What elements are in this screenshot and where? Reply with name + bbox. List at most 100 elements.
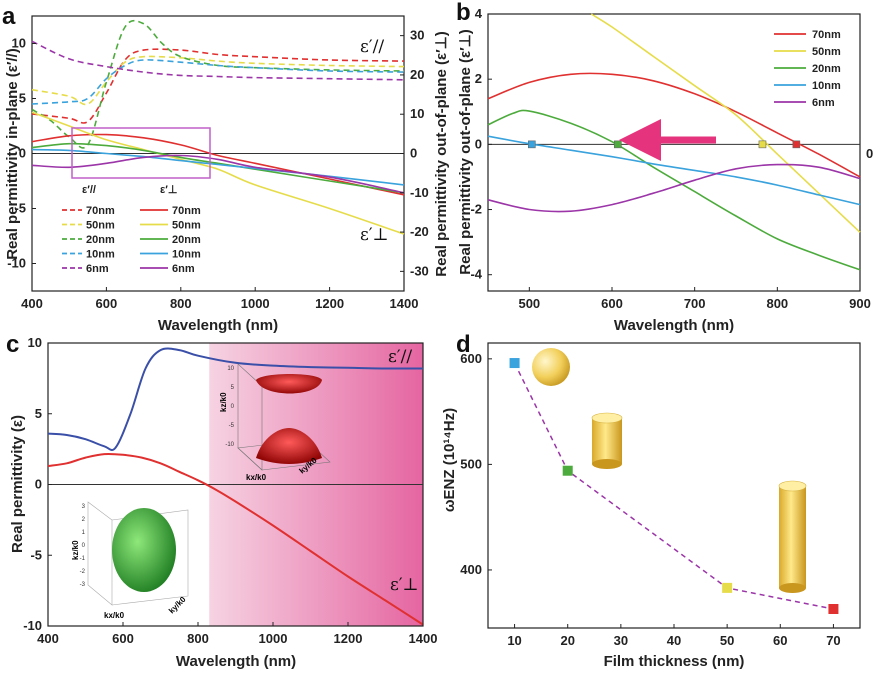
panel-c-series-line (47, 452, 424, 626)
panel-c-ytick-label: 10 (28, 335, 42, 350)
panel-b-series-line (590, 13, 861, 233)
panel-d-xtick-label: 70 (826, 633, 840, 648)
panel-b-label: b (456, 0, 471, 26)
panel-a-xtick-label: 600 (96, 296, 118, 311)
panel-a-series-line (31, 154, 405, 194)
panel-c-series (47, 347, 424, 626)
panel-d-data-point (562, 465, 573, 476)
panel-a-legend-head-par: ε′// (82, 184, 96, 196)
short-cylinder-icon (591, 412, 623, 469)
panel-a-legend-perp-label: 10nm (172, 249, 201, 261)
panel-d-series (509, 358, 839, 614)
inset-hyper-tick-label: -5 (229, 423, 235, 429)
panel-a-left-ytick-label: 10 (12, 36, 26, 51)
panel-d-data-point (828, 604, 839, 614)
inset-hyper-ticks: 10 5 0 -5 -10 (225, 366, 234, 448)
panel-b-ytick-label: 2 (475, 71, 482, 86)
panel-d-xtick-label: 50 (720, 633, 734, 648)
inset-ellip-back-wall (87, 501, 113, 606)
panel-d-xtick-label: 20 (560, 633, 574, 648)
panel-a-xtick-label: 400 (21, 296, 43, 311)
panel-b-ytick-label: 0 (475, 136, 482, 151)
panel-b-zero-crossing-marker (528, 140, 536, 149)
panel-a-legend-perp-label: 20nm (172, 234, 201, 246)
panel-d-ytick-label: 600 (460, 351, 482, 366)
panel-a-ylabel-right: Real permittivity out-of-plane (ε′⊥) (433, 31, 450, 276)
panel-b-legend-label: 20nm (812, 63, 841, 75)
inset-ellip-ticks: 3 2 1 0 -1 -2 -3 (80, 504, 86, 588)
inset-hyper-tick-label: 10 (227, 366, 234, 372)
panel-a-legend-par-label: 6nm (86, 263, 109, 275)
inset-hyper-kx-label: kx/k0 (246, 473, 267, 482)
panel-a-right-ytick-label: 20 (410, 67, 424, 82)
panel-c-xtick-label: 1400 (409, 631, 438, 646)
panel-b-series-line (487, 72, 861, 178)
panel-a-right-ytick-label: -20 (410, 224, 429, 239)
panel-b-legend: 70nm 50nm 20nm 10nm 6nm (774, 29, 841, 109)
panel-a-right-ytick-label: 30 (410, 28, 424, 43)
panel-b-xtick-label: 500 (518, 296, 540, 311)
panel-d-trend-line (513, 362, 834, 610)
panel-b-ytick-label: -4 (470, 267, 482, 282)
panel-a-legend-perp-label: 50nm (172, 220, 201, 232)
panel-a-label: a (2, 3, 16, 30)
panel-b-series-line (487, 163, 861, 213)
panel-c-ytick-label: -5 (30, 547, 42, 562)
panel-c-ytick-label: 5 (35, 406, 42, 421)
panel-c-xtick-label: 400 (37, 631, 59, 646)
panel-d-xtick-label: 10 (507, 633, 521, 648)
panel-a-right-ytick-label: 10 (410, 106, 424, 121)
panel-c-xtick-label: 1000 (259, 631, 288, 646)
panel-d-label: d (456, 331, 471, 358)
panel-b-ticks: 500 600 700 800 900 4 2 0 -2 -4 (470, 6, 870, 311)
panel-b-zero-crossing-marker (613, 140, 622, 149)
panel-a-legend-perp-label: 6nm (172, 263, 195, 275)
inset-ellipsoid: 3 2 1 0 -1 -2 -3 kz/k0 kx/k0 ky/k0 (71, 501, 189, 620)
panel-c-xlabel: Wavelength (nm) (176, 653, 296, 670)
inset-hyper-tick-label: -10 (225, 442, 234, 448)
panel-b-zero-label: 0 (866, 146, 873, 161)
panel-c-annot-perp: ε′⊥ (390, 575, 419, 595)
inset-ellip-kx-label: kx/k0 (104, 611, 125, 620)
panel-a-left-ytick-label: -10 (7, 256, 26, 271)
panel-b: b 500 600 700 800 900 4 2 0 -2 -4 0 Real permitti… (456, 0, 873, 334)
panel-a-zoom-box (71, 127, 211, 179)
panel-d-data-point (509, 358, 520, 369)
panel-b-xtick-label: 800 (766, 296, 788, 311)
panel-a: a 400 600 800 1000 1200 1400 10 5 0 -5 -10 30 20 10 0 -… (2, 3, 450, 334)
panel-c-xtick-label: 1200 (334, 631, 363, 646)
inset-hyper-tick-label: 0 (231, 404, 235, 410)
panel-a-legend-par-label: 70nm (86, 205, 115, 217)
panel-a-left-ytick-label: 5 (19, 91, 26, 106)
panel-c-ylabel: Real permittivity (ε) (9, 415, 26, 553)
panel-d-ticks: 10 20 30 40 50 60 70 600 500 400 (460, 351, 840, 648)
panel-a-annot-perp: ε′⊥ (360, 225, 389, 245)
panel-a-ylabel-left: Real permittivity in-plane (ε′//) (4, 48, 21, 260)
panel-b-ytick-label: 4 (475, 6, 483, 21)
panel-a-legend-par-label: 20nm (86, 234, 115, 246)
panel-a-series-line (31, 55, 405, 106)
inset-ellip-tick-label: 2 (82, 517, 86, 523)
panel-a-right-ytick-label: -10 (410, 185, 429, 200)
panel-a-annot-par: ε′// (360, 37, 384, 57)
sphere-shape-icon (532, 348, 570, 386)
panel-d-ytick-label: 400 (460, 562, 482, 577)
lower-hyperboloid-sheet (256, 428, 322, 464)
panel-b-ytick-label: -2 (470, 202, 482, 217)
panel-b-xtick-label: 600 (601, 296, 623, 311)
panel-a-xtick-label: 1200 (315, 296, 344, 311)
panel-d-xtick-label: 40 (667, 633, 681, 648)
panel-b-legend-label: 70nm (812, 29, 841, 41)
panel-b-xtick-label: 700 (684, 296, 706, 311)
panel-a-legend: ε′// ε′⊥ 70nm 70nm 50nm 50nm 20nm 20nm 10nm 10n… (62, 184, 201, 275)
inset-ellip-tick-label: -2 (80, 569, 86, 575)
panel-d-xtick-label: 60 (773, 633, 787, 648)
panel-d-xlabel: Film thickness (nm) (604, 653, 745, 670)
panel-a-series (31, 19, 405, 235)
panel-d-xtick-label: 30 (614, 633, 628, 648)
panel-a-series-line (31, 19, 405, 149)
panel-c-xtick-label: 800 (187, 631, 209, 646)
